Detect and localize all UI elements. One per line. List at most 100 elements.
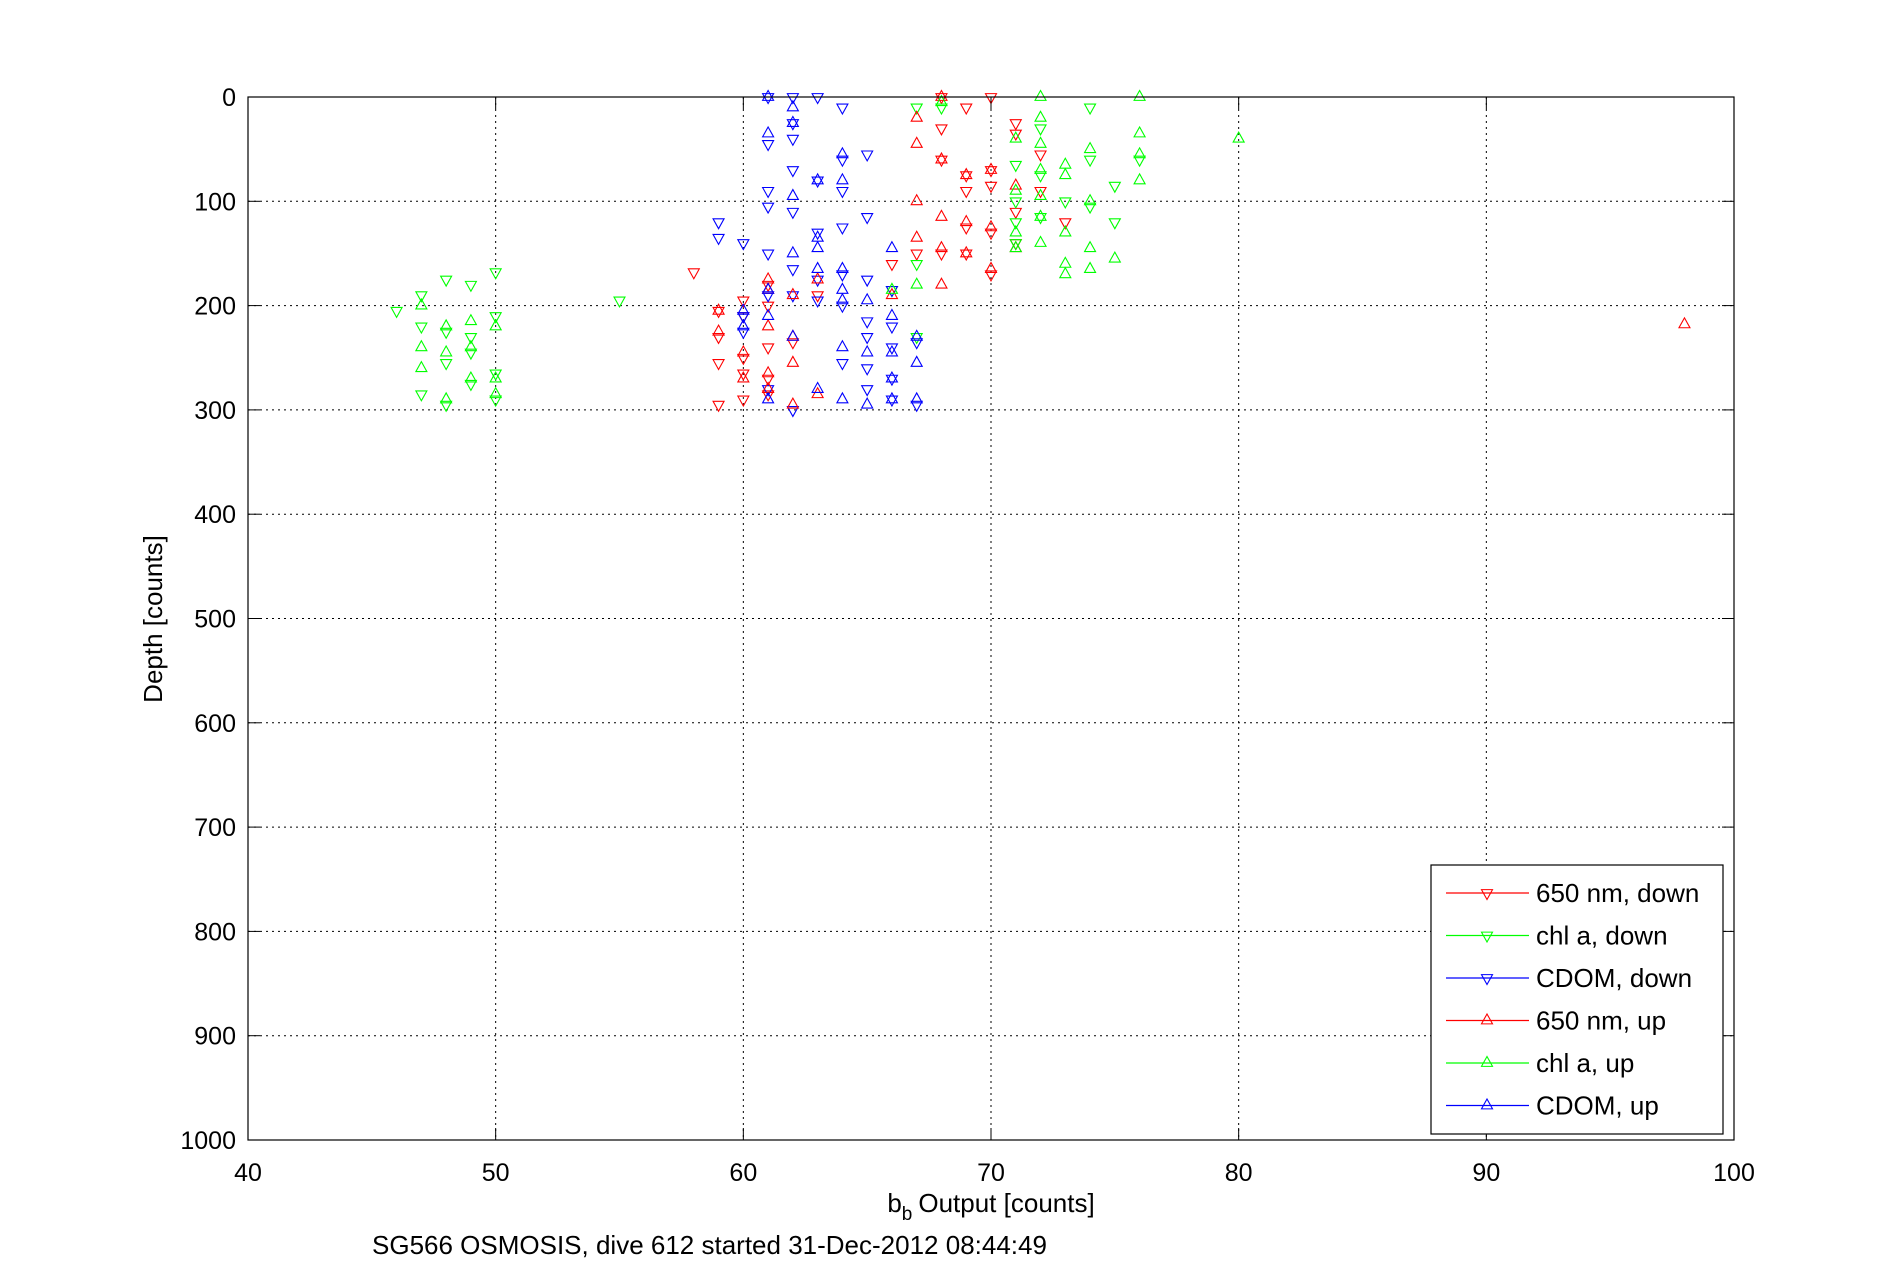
legend: 650 nm, down chl a, down CDOM, down 650 nm,… (1430, 864, 1724, 1135)
data-point (935, 94, 948, 107)
data-point (464, 348, 478, 361)
data-point (390, 306, 404, 319)
y-tick-label: 600 (194, 710, 236, 738)
data-point (414, 390, 428, 402)
data-point (736, 395, 750, 408)
data-point (1133, 155, 1147, 168)
data-point (736, 303, 750, 315)
data-point (910, 136, 924, 148)
data-point (860, 385, 874, 397)
data-point (811, 296, 825, 309)
data-point (736, 318, 750, 331)
data-point (414, 297, 428, 310)
data-point (1108, 250, 1122, 263)
data-point (984, 228, 998, 241)
data-point (1034, 162, 1047, 174)
data-point (811, 381, 825, 393)
data-point (786, 265, 800, 277)
data-point (712, 359, 726, 371)
data-point (860, 397, 874, 409)
legend-label: CDOM, up (1536, 1091, 1659, 1121)
x-axis-label-rest: Output [counts] (918, 1188, 1094, 1218)
y-tick-label: 200 (194, 293, 236, 321)
data-point (860, 317, 874, 329)
data-point (1009, 224, 1023, 237)
data-point (835, 391, 849, 404)
data-point (489, 395, 503, 408)
data-point (786, 291, 800, 303)
data-point (736, 327, 750, 340)
data-point (1009, 177, 1023, 190)
data-point (1083, 202, 1097, 215)
data-point (761, 89, 775, 101)
data-point (761, 125, 775, 138)
data-point (835, 270, 849, 282)
data-point (910, 338, 924, 350)
data-point (439, 359, 453, 371)
data-point (489, 386, 503, 399)
data-point (910, 259, 924, 272)
data-point (835, 261, 849, 274)
data-point (439, 275, 453, 288)
data-point (786, 287, 800, 300)
data-point (761, 385, 775, 397)
data-point (1034, 171, 1047, 183)
data-point (885, 286, 899, 298)
data-point (712, 332, 726, 345)
data-point (464, 379, 478, 392)
data-point (811, 172, 825, 185)
legend-label: 650 nm, down (1536, 878, 1699, 908)
data-point (1058, 224, 1072, 237)
data-point (1034, 89, 1047, 101)
data-point (786, 166, 800, 178)
x-tick-label: 90 (1472, 1159, 1500, 1187)
data-point (464, 280, 478, 293)
data-point (959, 186, 973, 199)
data-point (464, 332, 478, 345)
grid-lines (248, 97, 1734, 1140)
data-point (736, 353, 750, 366)
data-point (761, 308, 775, 320)
data-point (935, 240, 948, 253)
data-point (786, 115, 800, 127)
data-point (1009, 239, 1023, 251)
data-point (811, 275, 825, 288)
data-point (761, 374, 775, 387)
data-point (1034, 124, 1047, 136)
data-point (786, 338, 800, 350)
data-point (1034, 213, 1047, 225)
y-tick-label: 0 (222, 84, 236, 112)
data-point (811, 271, 825, 284)
data-point (935, 155, 948, 168)
data-point (1009, 197, 1023, 209)
data-point (712, 324, 726, 336)
legend-marker (1480, 1097, 1494, 1110)
y-tick-label: 900 (194, 1023, 236, 1051)
data-point (935, 89, 948, 101)
data-point (761, 343, 775, 355)
data-point (910, 329, 924, 341)
data-point (786, 329, 800, 341)
data-point (860, 213, 874, 225)
data-point (835, 155, 849, 168)
data-point (489, 312, 503, 324)
data-point (1009, 131, 1023, 143)
data-point (959, 249, 973, 262)
data-point (761, 140, 775, 152)
data-point (1083, 240, 1097, 253)
data-point (761, 249, 775, 262)
series-0 (687, 93, 1072, 413)
data-point (761, 282, 775, 294)
data-point (860, 275, 874, 288)
data-point (860, 364, 874, 376)
data-point (959, 103, 973, 116)
data-point (736, 344, 750, 357)
data-point (910, 103, 924, 116)
figure-caption: SG566 OSMOSIS, dive 612 started 31-Dec-2… (372, 1230, 1047, 1260)
data-point (935, 249, 948, 262)
data-point (489, 369, 503, 382)
x-axis-label-subscript: b (902, 1204, 913, 1225)
data-point (736, 369, 750, 382)
data-point (860, 332, 874, 345)
